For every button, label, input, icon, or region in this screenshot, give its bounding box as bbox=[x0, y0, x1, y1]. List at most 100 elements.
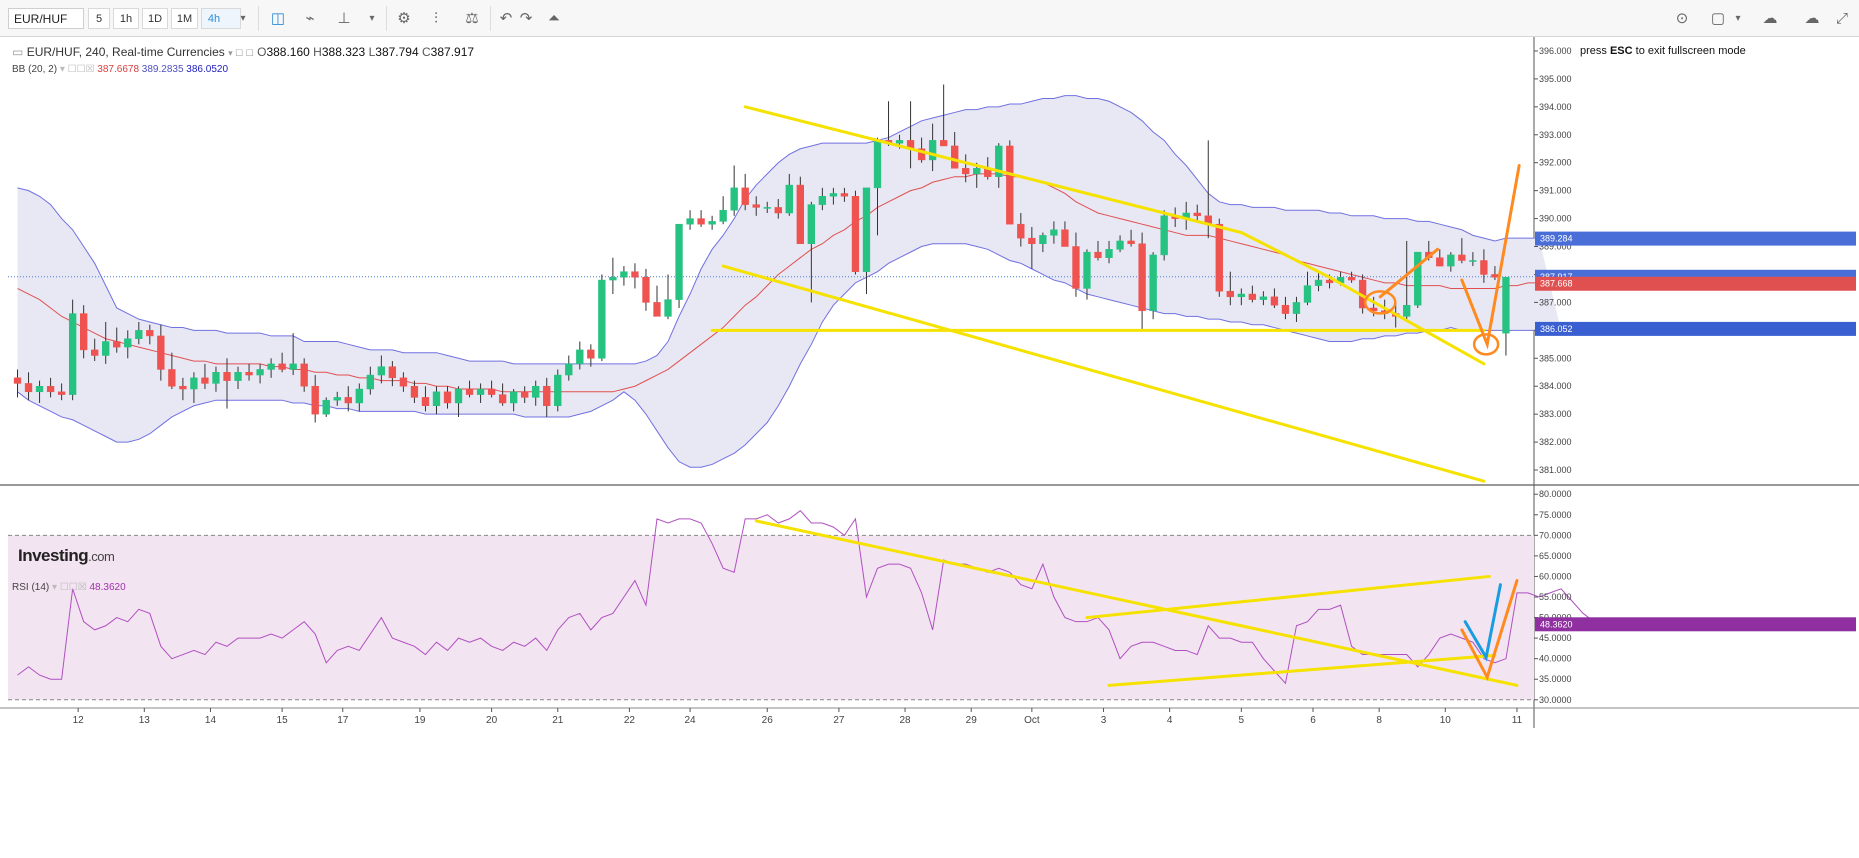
cloud-icon[interactable]: ☁ bbox=[1762, 10, 1778, 27]
trendline-orange[interactable] bbox=[1378, 247, 1440, 299]
rsi-tick-label: 70.0000 bbox=[1539, 530, 1572, 540]
candle-body bbox=[664, 299, 672, 317]
price-tick-label: 381.000 bbox=[1539, 465, 1572, 475]
orange-circle-marker[interactable] bbox=[1364, 290, 1397, 315]
candle-body bbox=[157, 335, 165, 370]
candle-body bbox=[1050, 229, 1058, 236]
bb-value-1: 387.6678 bbox=[97, 64, 140, 75]
rsi-tick-label: 65.0000 bbox=[1539, 551, 1572, 561]
layout-icon[interactable]: ▢ bbox=[1710, 10, 1726, 27]
candle-body bbox=[234, 372, 242, 381]
undo-icon[interactable]: ↶ bbox=[499, 10, 513, 27]
candle-body bbox=[1292, 302, 1301, 314]
candle-body bbox=[1061, 229, 1069, 247]
trendline-orange[interactable] bbox=[1460, 164, 1521, 350]
fullscreen-icon[interactable]: ⤢ bbox=[1835, 10, 1848, 27]
candle-body bbox=[818, 195, 827, 205]
time-tick-label: 8 bbox=[1376, 715, 1382, 726]
price-tick-label: 382.000 bbox=[1539, 437, 1572, 447]
timeframe-1m[interactable]: 1M bbox=[171, 8, 198, 29]
price-tick-label: 394.000 bbox=[1539, 102, 1572, 112]
high-label: H bbox=[313, 45, 322, 59]
price-badge-middle-bg bbox=[1535, 276, 1856, 291]
candle-body bbox=[476, 388, 485, 395]
time-tick-label: 26 bbox=[762, 715, 774, 726]
time-tick-label: 5 bbox=[1239, 715, 1245, 726]
indicators-icon[interactable]: ⫶ bbox=[434, 10, 438, 27]
candle-body bbox=[410, 385, 419, 398]
camera-icon[interactable]: ⊙ bbox=[1675, 10, 1689, 27]
cloud-upload-icon[interactable]: ☁ bbox=[1804, 10, 1820, 27]
redo-icon[interactable]: ↷ bbox=[519, 10, 533, 27]
timeframe-4h[interactable]: 4h bbox=[201, 8, 241, 29]
candle-body bbox=[1105, 249, 1113, 258]
candle-body bbox=[465, 388, 474, 395]
price-tick-label: 392.000 bbox=[1539, 158, 1572, 168]
candle-body bbox=[245, 372, 253, 376]
orange-circle-marker[interactable] bbox=[1472, 333, 1500, 356]
symbol-input[interactable]: EUR/HUF bbox=[8, 8, 84, 29]
candle-body bbox=[377, 366, 386, 376]
candle-body bbox=[46, 385, 55, 393]
candle-body bbox=[631, 271, 639, 278]
rsi-trendline-yellow[interactable] bbox=[754, 519, 1519, 687]
bb-value-3: 386.0520 bbox=[186, 64, 229, 75]
candle-body bbox=[1072, 246, 1080, 289]
candle-body bbox=[278, 363, 286, 370]
time-tick-label: 17 bbox=[337, 715, 349, 726]
rsi-trendline-yellow[interactable] bbox=[1107, 653, 1497, 687]
line-style-icon[interactable]: ⌁ bbox=[305, 10, 315, 27]
trendline-yellow[interactable] bbox=[743, 105, 1486, 366]
rsi-trendline-yellow[interactable] bbox=[1085, 574, 1491, 620]
candle-body bbox=[1116, 240, 1124, 250]
rsi-badge: 48.3620 bbox=[1540, 619, 1573, 629]
candle-body bbox=[91, 349, 99, 356]
time-tick-label: 4 bbox=[1167, 715, 1173, 726]
candle-body bbox=[1237, 293, 1246, 298]
gear-icon[interactable]: ⚙ bbox=[397, 10, 411, 27]
time-tick-label: 19 bbox=[414, 715, 426, 726]
candlestick-style-icon[interactable]: ◫ bbox=[270, 10, 286, 27]
compare-icon[interactable]: ⚖ bbox=[465, 10, 479, 27]
candle-body bbox=[322, 399, 330, 415]
drawing-tools-icon[interactable]: ⊥ bbox=[337, 10, 351, 27]
candle-body bbox=[565, 363, 573, 376]
trendline-yellow[interactable] bbox=[721, 264, 1486, 483]
candle-body bbox=[289, 363, 297, 370]
timeframe-5[interactable]: 5 bbox=[88, 8, 110, 29]
price-tick-label: 383.000 bbox=[1539, 409, 1572, 419]
close-label: C bbox=[422, 45, 431, 59]
low-label: L bbox=[368, 45, 376, 59]
candle-body bbox=[146, 330, 154, 337]
candle-body bbox=[796, 184, 804, 244]
candle-body bbox=[554, 374, 562, 407]
candle-body bbox=[1083, 251, 1091, 289]
candle-body bbox=[311, 385, 319, 415]
timeframe-dropdown-icon[interactable]: ▾ bbox=[240, 13, 246, 24]
rsi-trendline-blue[interactable] bbox=[1463, 583, 1502, 662]
close-value: 387.917 bbox=[430, 45, 475, 59]
candle-body bbox=[741, 187, 749, 205]
candle-body bbox=[509, 391, 518, 404]
candle-body bbox=[102, 341, 110, 356]
price-badge-lower: 386.052 bbox=[1540, 324, 1573, 334]
price-badge-middle: 387.668 bbox=[1540, 279, 1573, 289]
candle-body bbox=[939, 140, 948, 147]
alert-icon[interactable]: ⏶ bbox=[547, 10, 560, 27]
time-tick-label: 6 bbox=[1310, 715, 1316, 726]
rsi-tick-label: 80.0000 bbox=[1539, 489, 1572, 499]
bb-label: BB (20, 2) bbox=[12, 64, 58, 75]
timeframe-1d[interactable]: 1D bbox=[142, 8, 168, 29]
candle-body bbox=[487, 388, 496, 395]
rsi-trendline-orange[interactable] bbox=[1460, 579, 1519, 682]
candle-body bbox=[1270, 296, 1279, 306]
time-tick-label: 21 bbox=[552, 715, 564, 726]
timeframe-1h[interactable]: 1h bbox=[113, 8, 139, 29]
candle-body bbox=[620, 271, 628, 278]
candle-body bbox=[1414, 251, 1422, 306]
candle-body bbox=[917, 148, 926, 161]
layout-dropdown-icon[interactable]: ▾ bbox=[1735, 13, 1741, 24]
time-tick-label: 14 bbox=[205, 715, 217, 726]
drawing-dropdown-icon[interactable]: ▾ bbox=[369, 13, 375, 24]
